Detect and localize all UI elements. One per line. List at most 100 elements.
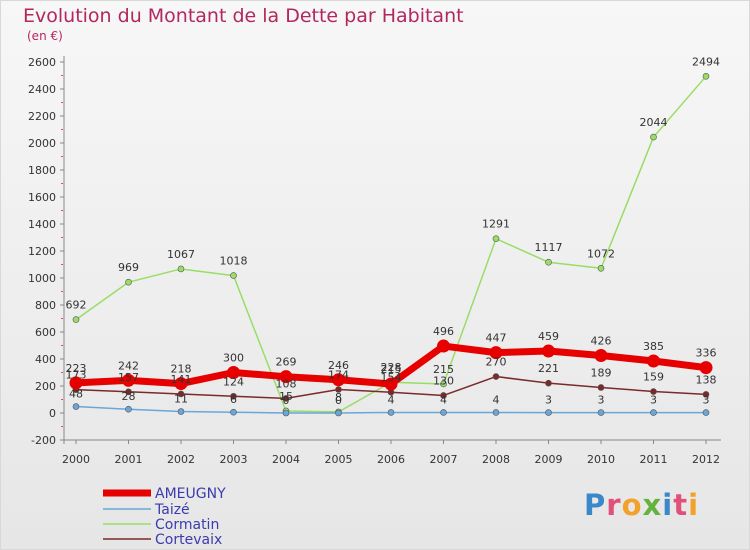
- data-label: 11: [174, 393, 188, 406]
- data-point: [69, 376, 83, 390]
- data-label: 218: [171, 363, 192, 376]
- data-point: [650, 388, 657, 395]
- data-label: 48: [69, 388, 83, 401]
- data-point: [279, 370, 293, 384]
- data-label: 969: [118, 261, 139, 274]
- x-tick-label: 2000: [62, 453, 90, 466]
- data-label: 228: [381, 361, 402, 374]
- data-point: [282, 409, 290, 417]
- data-label: 0: [335, 394, 342, 407]
- x-tick-label: 2004: [272, 453, 300, 466]
- data-label: 189: [591, 366, 612, 379]
- data-label: 447: [486, 332, 507, 345]
- data-point: [699, 361, 713, 375]
- data-point: [492, 235, 500, 243]
- data-point: [177, 265, 185, 273]
- data-label: 3: [650, 394, 657, 407]
- data-label: 496: [433, 325, 454, 338]
- x-tick-label: 2009: [535, 453, 563, 466]
- data-label: 221: [538, 362, 559, 375]
- data-point: [650, 409, 657, 416]
- data-label: 692: [66, 299, 87, 312]
- data-label: 174: [328, 369, 349, 382]
- data-label: 246: [328, 359, 349, 372]
- data-point: [702, 391, 710, 398]
- data-label: 459: [538, 330, 559, 343]
- data-label: 1072: [587, 247, 615, 260]
- data-label: 426: [591, 334, 612, 347]
- data-point: [437, 339, 450, 353]
- legend-label: AMEUGNY: [155, 486, 226, 502]
- data-point: [227, 366, 240, 379]
- data-point: [597, 264, 605, 272]
- logo-letter: P: [584, 488, 607, 522]
- data-label: 215: [433, 363, 454, 376]
- data-label: 269: [276, 356, 297, 369]
- y-tick-label: 1400: [28, 218, 56, 231]
- data-point: [702, 409, 710, 416]
- data-label: 3: [703, 394, 710, 407]
- x-tick-label: 2005: [325, 453, 353, 466]
- data-label: 1291: [482, 218, 510, 231]
- x-tick-label: 2012: [692, 453, 720, 466]
- data-label: 336: [696, 347, 717, 360]
- data-label: 300: [223, 352, 244, 365]
- data-point: [335, 386, 342, 393]
- data-point: [492, 409, 500, 416]
- data-label: 4: [493, 393, 500, 406]
- x-tick-label: 2006: [377, 453, 405, 466]
- data-point: [545, 258, 552, 266]
- y-tick-label: 1600: [28, 191, 56, 204]
- data-point: [125, 388, 132, 396]
- y-tick-label: 2000: [28, 137, 56, 150]
- data-point: [125, 278, 132, 286]
- logo-letter: o: [621, 488, 643, 522]
- data-label: 124: [223, 375, 244, 388]
- x-tick-label: 2001: [115, 453, 143, 466]
- y-tick-label: 400: [35, 353, 56, 366]
- data-label: 1117: [535, 241, 563, 254]
- data-label: 154: [381, 371, 402, 384]
- data-label: 3: [545, 394, 552, 407]
- data-point: [650, 133, 657, 141]
- data-point: [125, 405, 132, 413]
- data-point: [335, 409, 342, 417]
- x-tick-label: 2008: [482, 453, 510, 466]
- data-label: 138: [696, 373, 717, 386]
- data-point: [702, 73, 710, 80]
- logo-letter: i: [662, 488, 674, 522]
- data-point: [542, 344, 555, 358]
- data-point: [230, 408, 237, 416]
- data-label: 15: [279, 390, 293, 403]
- legend-label: Taizé: [154, 502, 190, 518]
- y-tick-label: 2600: [28, 56, 56, 69]
- data-label: 6: [230, 393, 237, 406]
- y-tick-label: 1800: [28, 164, 56, 177]
- data-label: 28: [122, 390, 136, 403]
- y-tick-label: -200: [31, 434, 56, 447]
- data-point: [594, 348, 608, 362]
- x-tick-label: 2007: [430, 453, 458, 466]
- data-point: [174, 377, 188, 391]
- data-label: 1018: [220, 255, 248, 268]
- proxiti-logo: Proxiti: [584, 488, 699, 522]
- x-tick-label: 2010: [587, 453, 615, 466]
- data-point: [597, 409, 605, 416]
- y-tick-label: 0: [49, 407, 56, 420]
- data-point: [177, 408, 185, 415]
- data-point: [177, 390, 185, 398]
- data-point: [440, 380, 447, 388]
- data-label: 4: [440, 393, 447, 406]
- y-tick-label: 2400: [28, 83, 56, 96]
- data-label: 130: [433, 374, 454, 387]
- data-point: [545, 379, 552, 387]
- data-point: [384, 377, 398, 391]
- data-point: [647, 354, 660, 368]
- data-point: [545, 409, 552, 416]
- data-label: 8: [335, 391, 342, 404]
- legend-label: Cormatin: [155, 517, 219, 533]
- data-point: [440, 409, 447, 416]
- data-point: [72, 316, 80, 323]
